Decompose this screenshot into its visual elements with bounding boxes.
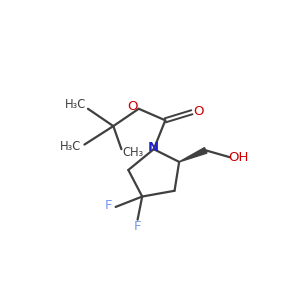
- Text: O: O: [193, 105, 203, 118]
- Polygon shape: [179, 148, 207, 162]
- Text: H₃C: H₃C: [60, 140, 81, 153]
- Text: H₃C: H₃C: [64, 98, 86, 111]
- Text: O: O: [127, 100, 138, 113]
- Text: OH: OH: [229, 151, 249, 164]
- Text: N: N: [148, 141, 159, 154]
- Text: F: F: [134, 220, 141, 233]
- Text: F: F: [105, 199, 112, 212]
- Text: CH₃: CH₃: [123, 146, 144, 159]
